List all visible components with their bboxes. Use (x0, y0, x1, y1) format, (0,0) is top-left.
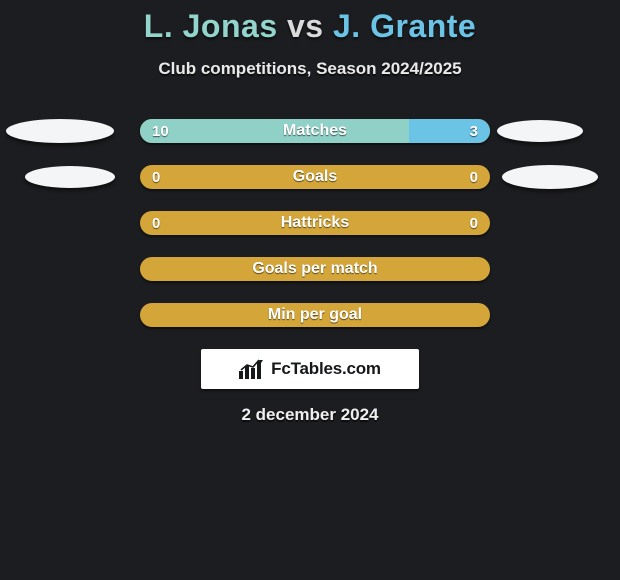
bars-icon (239, 359, 265, 379)
chart-subtitle: Club competitions, Season 2024/2025 (0, 59, 620, 79)
vs-label: vs (287, 8, 324, 44)
stat-label: Goals (140, 165, 490, 189)
stat-value-right: 0 (470, 211, 478, 235)
stat-label: Min per goal (140, 303, 490, 327)
marker-ellipse (25, 166, 115, 188)
stat-rows: 103Matches00Goals00HattricksGoals per ma… (0, 119, 620, 327)
marker-ellipse (6, 119, 114, 143)
stat-bar: 103Matches (140, 119, 490, 143)
stat-bar: Min per goal (140, 303, 490, 327)
stat-row: Goals per match (0, 257, 620, 281)
player1-name: L. Jonas (144, 8, 278, 44)
stat-row: 0 0Hattricks (0, 211, 620, 235)
stat-value-right: 3 (470, 119, 478, 143)
stat-value-right: 0 (470, 165, 478, 189)
stat-label: Hattricks (140, 211, 490, 235)
comparison-chart: L. Jonas vs J. Grante Club competitions,… (0, 0, 620, 425)
stat-bar: 0 0Goals (140, 165, 490, 189)
brand-text: FcTables.com (271, 359, 381, 379)
stat-row: 103Matches (0, 119, 620, 143)
player2-name: J. Grante (333, 8, 476, 44)
stat-value-left: 0 (152, 165, 160, 189)
bar-fill-left (140, 119, 409, 143)
snapshot-date: 2 december 2024 (0, 405, 620, 425)
stat-row: Min per goal (0, 303, 620, 327)
brand-badge: FcTables.com (201, 349, 419, 389)
marker-ellipse (497, 120, 583, 142)
stat-bar: Goals per match (140, 257, 490, 281)
stat-label: Goals per match (140, 257, 490, 281)
stat-value-left: 0 (152, 211, 160, 235)
chart-title: L. Jonas vs J. Grante (0, 8, 620, 45)
stat-value-left: 10 (152, 119, 169, 143)
stat-bar: 0 0Hattricks (140, 211, 490, 235)
marker-ellipse (502, 165, 598, 189)
stat-row: 0 0Goals (0, 165, 620, 189)
